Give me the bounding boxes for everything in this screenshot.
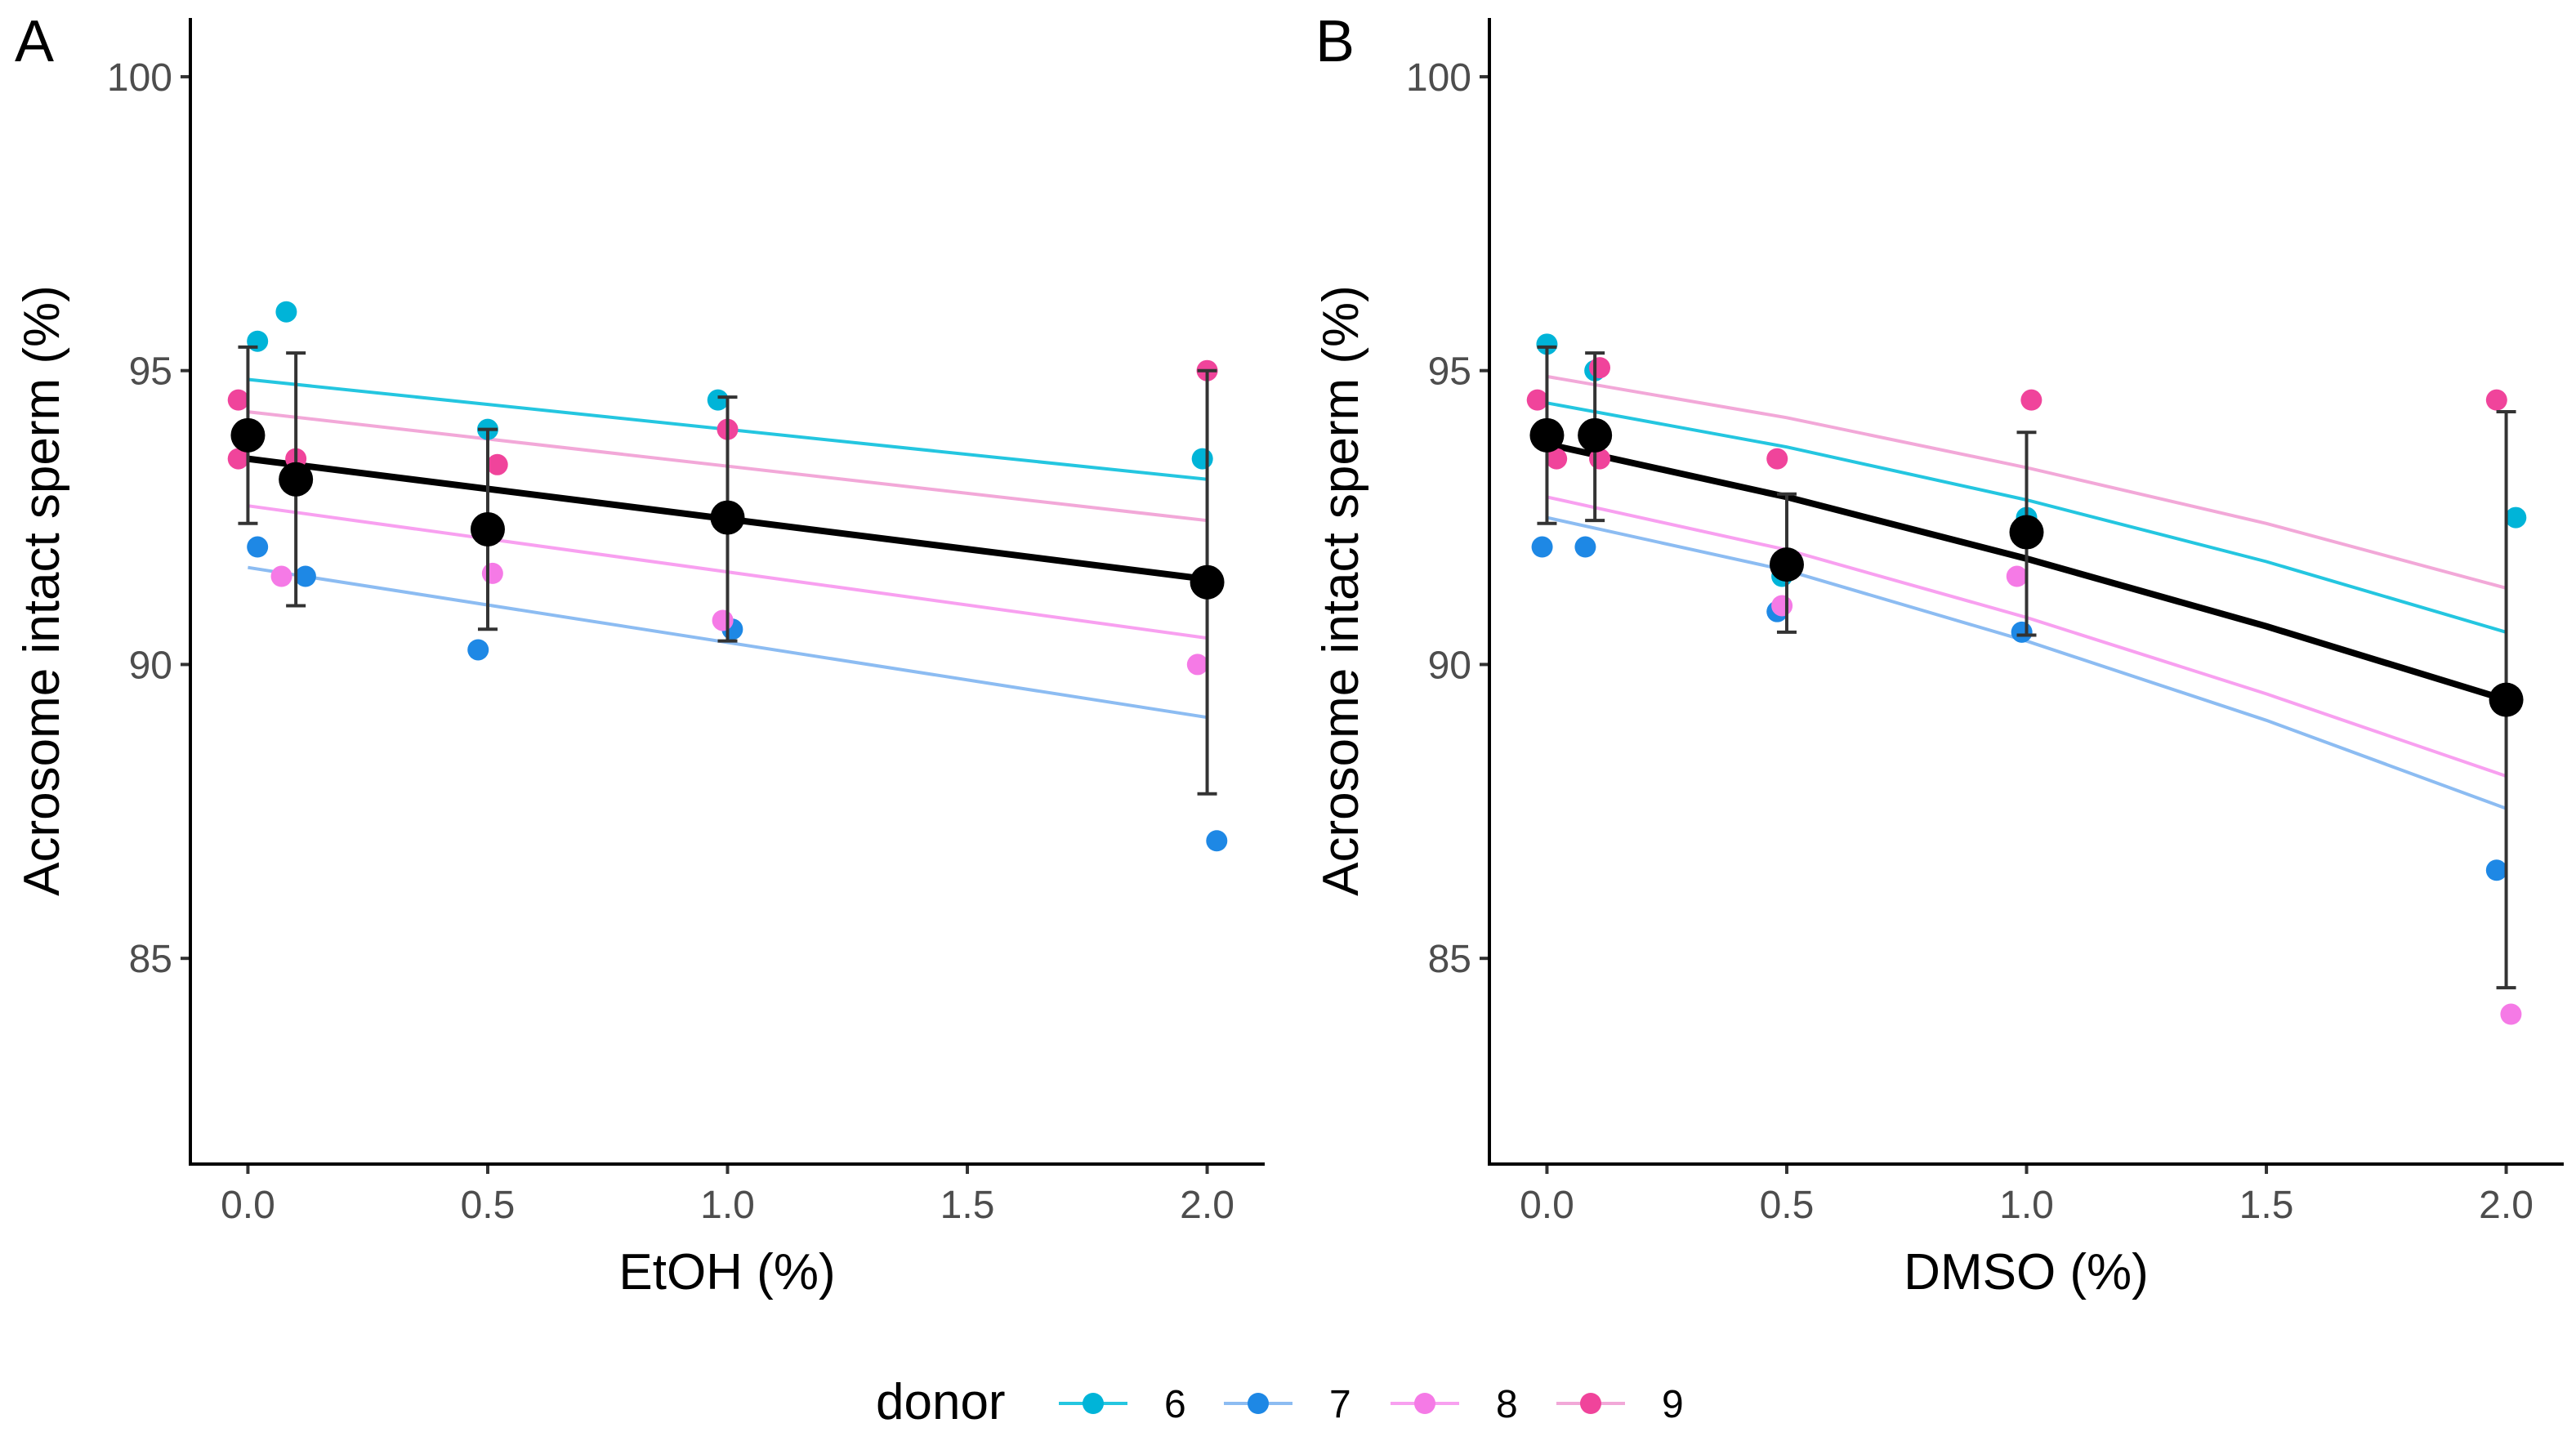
mean-point: [470, 511, 505, 547]
x-tick-label: 0.5: [1760, 1184, 1815, 1227]
donor-8-point: [1186, 654, 1208, 676]
donor-7-point: [2011, 621, 2033, 643]
donor-8-point: [2006, 565, 2028, 587]
y-tick-label: 95: [129, 350, 172, 394]
legend-label: 8: [1496, 1383, 1518, 1426]
donor-6-point: [1191, 448, 1213, 470]
mean-point: [1529, 417, 1565, 453]
mean-point: [1190, 564, 1225, 600]
x-tick-label: 1.0: [1999, 1184, 2054, 1227]
donor-9-point: [1546, 448, 1568, 470]
legend-entry-donor-7: 7: [1224, 1383, 1351, 1426]
donor-8-point: [481, 562, 503, 584]
x-tick-label: 1.5: [940, 1184, 995, 1227]
mean-point: [710, 500, 745, 535]
x-tick-label: 1.0: [700, 1184, 755, 1227]
y-tick-label: 100: [107, 56, 172, 100]
y-tick-label: 85: [1428, 938, 1471, 981]
donor-9-point: [2020, 389, 2042, 411]
mean-point: [2489, 682, 2524, 717]
donor-9-point: [1766, 448, 1788, 470]
y-axis-ticks: 85 90 95 100: [1406, 56, 1489, 981]
legend-entry-donor-9: 9: [1556, 1383, 1684, 1426]
donor-7-point: [294, 565, 316, 587]
y-tick-label: 95: [1428, 350, 1471, 394]
panel-tag: B: [1315, 9, 1355, 74]
x-axis-ticks: 0.0 0.5 1.0 1.5 2.0: [1520, 1164, 2534, 1227]
legend-label: 6: [1164, 1383, 1186, 1426]
donor-9-point: [1526, 389, 1548, 411]
y-tick-label: 85: [129, 938, 172, 981]
panel-tag: A: [15, 9, 54, 74]
donor-7-point: [467, 639, 489, 661]
mean-point: [279, 462, 314, 497]
donor-6-point: [2505, 506, 2527, 529]
donor-9-point: [227, 448, 249, 470]
donor-8-point: [270, 565, 292, 587]
donor-8-point: [2500, 1003, 2522, 1025]
x-tick-label: 1.5: [2239, 1184, 2294, 1227]
x-tick-label: 2.0: [1180, 1184, 1234, 1227]
donor-8-point: [1771, 595, 1793, 617]
legend-dot: [1414, 1393, 1435, 1414]
y-axis-title: Acrosome intact sperm (%): [14, 285, 70, 896]
x-axis-title: DMSO (%): [1904, 1244, 2149, 1300]
donor-7-point: [1531, 536, 1553, 558]
x-tick-label: 2.0: [2479, 1184, 2534, 1227]
donor-7-point: [1206, 830, 1228, 852]
donor-9-point: [486, 453, 508, 475]
donor-9-point: [227, 389, 249, 411]
x-tick-label: 0.0: [1520, 1184, 1574, 1227]
donor-9-point: [1589, 357, 1611, 379]
mean-point: [230, 417, 266, 453]
legend-dot: [1248, 1393, 1269, 1414]
y-tick-label: 90: [1428, 644, 1471, 687]
legend-dot: [1083, 1393, 1104, 1414]
x-tick-label: 0.5: [461, 1184, 516, 1227]
donor-points: [227, 301, 1228, 852]
mean-points: [1529, 345, 2524, 990]
donor-6-point: [707, 389, 729, 411]
mean-points: [230, 345, 1225, 796]
x-axis-title: EtOH (%): [618, 1244, 835, 1300]
legend-label: 7: [1329, 1383, 1351, 1426]
donor-7-point: [247, 536, 269, 558]
donor-8-point: [712, 609, 734, 631]
donor-7-point: [1574, 536, 1596, 558]
legend-dot: [1580, 1393, 1601, 1414]
x-axis-ticks: 0.0 0.5 1.0 1.5 2.0: [221, 1164, 1234, 1227]
donor-9-point: [2485, 389, 2507, 411]
legend-entry-donor-8: 8: [1391, 1383, 1518, 1426]
y-axis-title: Acrosome intact sperm (%): [1313, 285, 1369, 896]
legend-title: donor: [876, 1374, 1006, 1430]
mean-point: [1769, 547, 1804, 582]
legend-entry-donor-6: 6: [1059, 1383, 1186, 1426]
y-axis-ticks: 85 90 95 100: [107, 56, 190, 981]
panel-a: A 85 90 95 100 0.0 0.5 1.0 1.5 2.0 EtOH (%) Acr…: [14, 9, 1265, 1300]
legend: donor 6 7 8 9: [876, 1374, 1684, 1430]
mean-point: [1578, 417, 1613, 453]
donor-6-point: [275, 301, 297, 323]
donor-6-point: [1536, 333, 1558, 355]
panel-b: B 85 90 95 100 0.0 0.5 1.0 1.5 2.0 DMSO (%) Acr…: [1313, 9, 2564, 1300]
legend-label: 9: [1662, 1383, 1684, 1426]
y-tick-label: 90: [129, 644, 172, 687]
x-tick-label: 0.0: [221, 1184, 275, 1227]
mean-point: [2009, 515, 2044, 550]
y-tick-label: 100: [1406, 56, 1471, 100]
donor-7-point: [2485, 859, 2507, 881]
